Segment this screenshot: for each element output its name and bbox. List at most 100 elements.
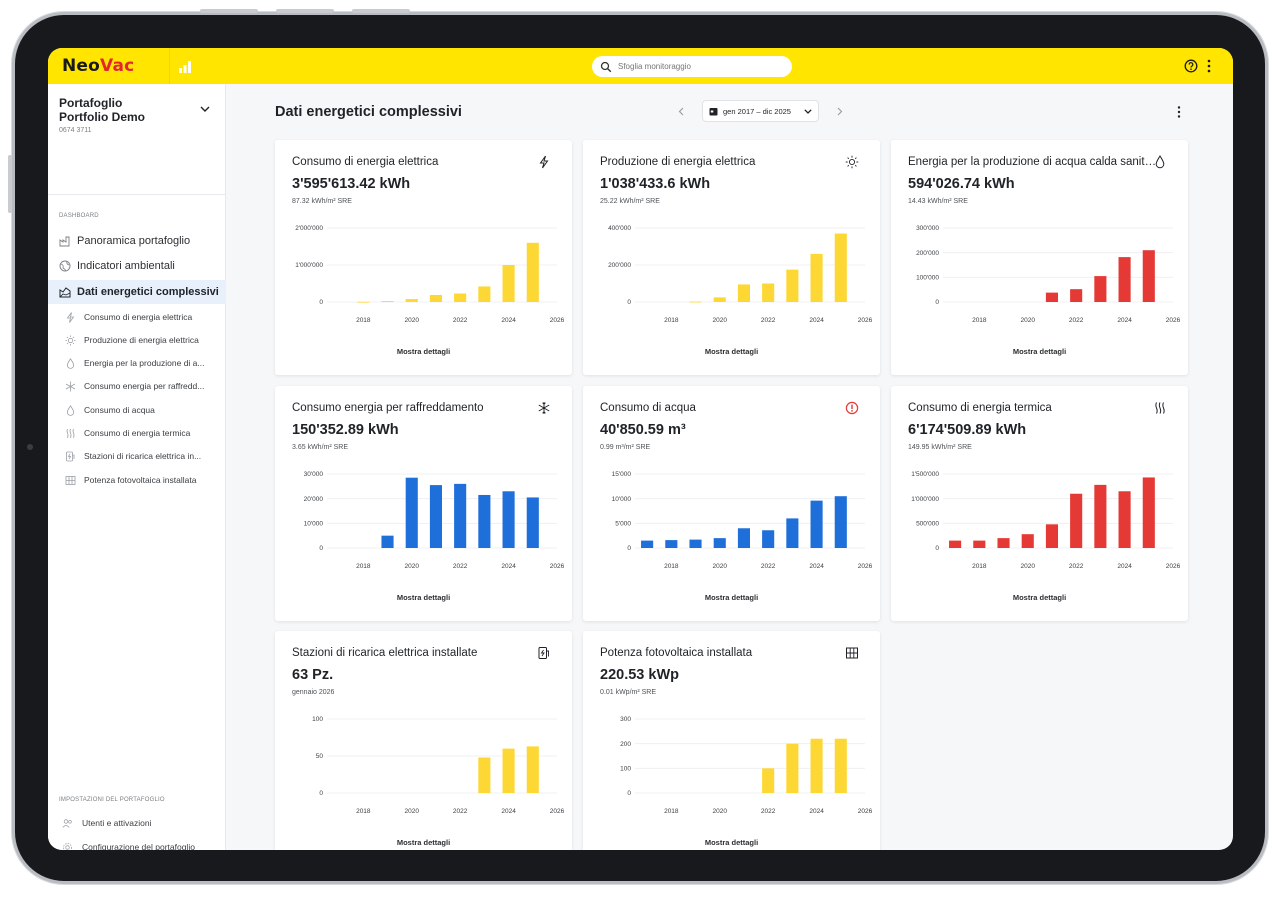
bar-2024[interactable] bbox=[502, 491, 515, 548]
sidebar-subitem-water-consumption[interactable]: Consumo di acqua bbox=[48, 399, 226, 421]
bar-2023[interactable] bbox=[478, 494, 491, 548]
y-tick-label: 100'000 bbox=[916, 275, 939, 282]
bar-2025[interactable] bbox=[834, 738, 847, 793]
sidebar-item-portfolio-config[interactable]: Configurazione del portafoglio bbox=[48, 836, 226, 850]
card-title: Energia per la produzione di acqua calda… bbox=[908, 156, 1158, 168]
date-range-picker[interactable]: gen 2017 – dic 2025 bbox=[702, 100, 819, 122]
bar-chart: 0 100 200 300 2018 2020 2022 2024 2026 bbox=[620, 716, 872, 815]
show-details-link[interactable]: Mostra dettagli bbox=[704, 347, 759, 356]
show-details-link[interactable]: Mostra dettagli bbox=[396, 593, 451, 602]
bar-2025[interactable] bbox=[526, 746, 539, 793]
bar-2022[interactable] bbox=[454, 293, 467, 302]
bar-2024[interactable] bbox=[502, 748, 515, 793]
bar-2018[interactable] bbox=[973, 540, 986, 548]
sidebar-subitem-pv-power[interactable]: Potenza fotovoltaica installata bbox=[48, 469, 226, 491]
bar-2023[interactable] bbox=[1094, 484, 1107, 548]
chevron-down-icon bbox=[804, 108, 812, 114]
sidebar-subitem-charging-stations[interactable]: Stazioni di ricarica elettrica in... bbox=[48, 445, 226, 467]
bar-2025[interactable] bbox=[834, 496, 847, 548]
bar-2025[interactable] bbox=[526, 242, 539, 302]
bar-2023[interactable] bbox=[1094, 276, 1107, 302]
sidebar-subitem-electricity-consumption[interactable]: Consumo di energia elettrica bbox=[48, 306, 226, 328]
bar-2023[interactable] bbox=[478, 757, 491, 793]
bar-2023[interactable] bbox=[786, 743, 799, 793]
bar-2022[interactable] bbox=[1070, 289, 1083, 302]
bar-2017[interactable] bbox=[949, 540, 962, 548]
show-details-link[interactable]: Mostra dettagli bbox=[396, 347, 451, 356]
bar-2018[interactable] bbox=[665, 540, 678, 548]
bar-2022[interactable] bbox=[762, 768, 775, 793]
bar-2024[interactable] bbox=[502, 265, 515, 302]
bar-2020[interactable] bbox=[713, 538, 726, 548]
x-tick-label: 2022 bbox=[761, 317, 776, 324]
more-menu-icon[interactable] bbox=[1206, 58, 1212, 74]
sidebar-subitem-thermal-energy[interactable]: Consumo di energia termica bbox=[48, 422, 226, 444]
bar-2018[interactable] bbox=[357, 301, 370, 303]
x-tick-label: 2024 bbox=[1117, 563, 1132, 570]
show-details-link[interactable]: Mostra dettagli bbox=[1012, 347, 1067, 356]
sidebar-item-users[interactable]: Utenti e attivazioni bbox=[48, 812, 226, 834]
bar-2023[interactable] bbox=[786, 269, 799, 302]
kpi-card: Energia per la produzione di acqua calda… bbox=[891, 140, 1188, 375]
bar-2020[interactable] bbox=[713, 297, 726, 302]
next-period-button[interactable] bbox=[831, 102, 849, 120]
bar-2021[interactable] bbox=[1045, 524, 1058, 548]
sidebar-item-total-energy-data[interactable]: Dati energetici complessivi bbox=[48, 280, 226, 304]
bar-2025[interactable] bbox=[834, 233, 847, 302]
bar-2025[interactable] bbox=[1142, 250, 1155, 302]
sidebar-subitem-hot-water-energy[interactable]: Energia per la produzione di a... bbox=[48, 352, 226, 374]
bar-2020[interactable] bbox=[1021, 534, 1034, 548]
bar-2021[interactable] bbox=[429, 485, 442, 548]
show-details-link[interactable]: Mostra dettagli bbox=[1012, 593, 1067, 602]
bar-2024[interactable] bbox=[810, 253, 823, 302]
more-menu-icon[interactable] bbox=[1176, 105, 1182, 119]
bar-2022[interactable] bbox=[454, 483, 467, 548]
bar-2021[interactable] bbox=[737, 528, 750, 548]
y-tick-label: 0 bbox=[319, 790, 323, 797]
card-subvalue: 149.95 kWh/m² SRE bbox=[908, 444, 972, 451]
bar-2023[interactable] bbox=[786, 518, 799, 548]
x-tick-label: 2022 bbox=[1069, 317, 1084, 324]
bar-2022[interactable] bbox=[762, 530, 775, 548]
bar-2022[interactable] bbox=[762, 283, 775, 303]
bar-2020[interactable] bbox=[405, 477, 418, 548]
bar-2019[interactable] bbox=[381, 301, 394, 302]
search-input[interactable] bbox=[618, 62, 778, 71]
bar-2025[interactable] bbox=[1142, 477, 1155, 548]
search-box bbox=[592, 56, 792, 77]
y-tick-label: 15'000 bbox=[612, 471, 632, 478]
bar-2019[interactable] bbox=[689, 301, 702, 303]
sidebar-item-portfolio-overview[interactable]: Panoramica portafoglio bbox=[48, 229, 226, 253]
bar-2021[interactable] bbox=[1045, 292, 1058, 302]
bar-2023[interactable] bbox=[478, 286, 491, 302]
bar-2025[interactable] bbox=[526, 497, 539, 548]
chevron-down-icon[interactable] bbox=[200, 106, 210, 112]
bar-2022[interactable] bbox=[1070, 493, 1083, 548]
bar-2021[interactable] bbox=[737, 284, 750, 302]
bar-2024[interactable] bbox=[810, 738, 823, 793]
neovac-logo[interactable]: NeoVac bbox=[62, 56, 134, 76]
help-icon[interactable] bbox=[1184, 59, 1198, 73]
show-details-link[interactable]: Mostra dettagli bbox=[396, 838, 451, 847]
x-tick-label: 2018 bbox=[356, 808, 371, 815]
bar-2020[interactable] bbox=[405, 299, 418, 302]
bar-2019[interactable] bbox=[381, 535, 394, 548]
sidebar-subitem-electricity-production[interactable]: Produzione di energia elettrica bbox=[48, 329, 226, 351]
bar-2019[interactable] bbox=[689, 539, 702, 548]
sidebar-item-environmental-indicators[interactable]: Indicatori ambientali bbox=[48, 254, 226, 278]
x-tick-label: 2026 bbox=[1166, 317, 1181, 324]
portfolio-selector[interactable]: Portafoglio Portfolio Demo 0674 3711 bbox=[59, 96, 219, 134]
bar-2019[interactable] bbox=[997, 538, 1010, 548]
show-details-link[interactable]: Mostra dettagli bbox=[704, 593, 759, 602]
bar-2024[interactable] bbox=[1118, 257, 1131, 302]
sidebar-subitem-cooling-energy[interactable]: Consumo energia per raffredd... bbox=[48, 375, 226, 397]
signal-bars-icon[interactable] bbox=[178, 58, 194, 74]
prev-period-button[interactable] bbox=[672, 102, 690, 120]
bar-2024[interactable] bbox=[810, 500, 823, 548]
bar-2024[interactable] bbox=[1118, 491, 1131, 548]
x-tick-label: 2026 bbox=[550, 808, 565, 815]
show-details-link[interactable]: Mostra dettagli bbox=[704, 838, 759, 847]
bar-2021[interactable] bbox=[429, 294, 442, 302]
bar-2017[interactable] bbox=[641, 540, 654, 548]
solar-panel-icon bbox=[65, 475, 76, 485]
